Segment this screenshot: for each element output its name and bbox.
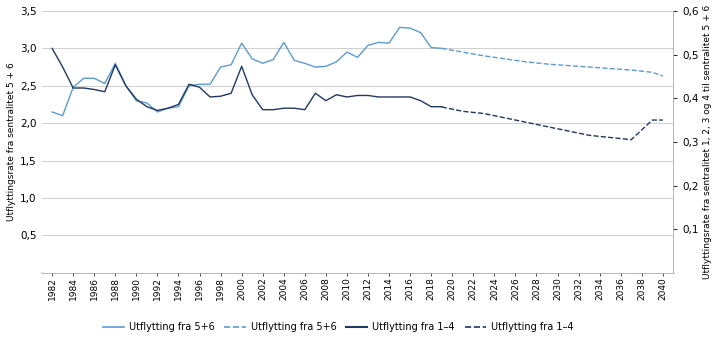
Text: ·: · <box>40 268 43 278</box>
Y-axis label: Utflyttingsrate fra sentralitet 1, 2, 3 og 4 til sentralitet 5 + 6: Utflyttingsrate fra sentralitet 1, 2, 3 … <box>703 5 712 279</box>
Text: ·: · <box>672 268 675 278</box>
Legend: Utflytting fra 5+6, Utflytting fra 5+6, Utflytting fra 1–4, Utflytting fra 1–4: Utflytting fra 5+6, Utflytting fra 5+6, … <box>99 318 577 336</box>
Y-axis label: Utflyttingsrate fra sentralitet 5 + 6: Utflyttingsrate fra sentralitet 5 + 6 <box>7 62 16 221</box>
